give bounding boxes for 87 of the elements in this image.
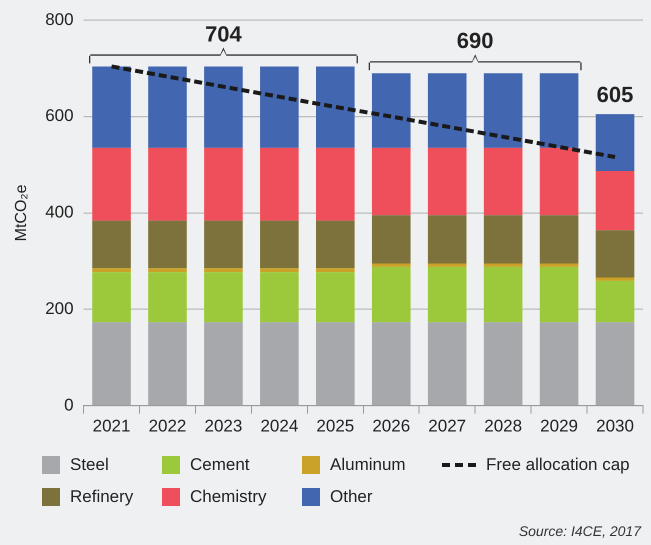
bar bbox=[260, 148, 299, 221]
bar bbox=[484, 322, 522, 405]
y-tick-label: 400 bbox=[45, 202, 74, 222]
x-tick-label: 2026 bbox=[372, 416, 410, 436]
x-tick-label: 2023 bbox=[204, 416, 242, 436]
y-tick-label: 200 bbox=[45, 298, 74, 318]
source-note: Source: I4CE, 2017 bbox=[518, 523, 641, 539]
legend-label: Steel bbox=[70, 455, 109, 475]
bar bbox=[484, 148, 522, 216]
legend-label: Chemistry bbox=[190, 487, 267, 507]
bar bbox=[260, 268, 299, 272]
y-tick-label: 800 bbox=[45, 10, 74, 29]
legend-label: Other bbox=[330, 487, 373, 507]
bar bbox=[540, 215, 578, 264]
bar bbox=[596, 277, 634, 281]
bar bbox=[316, 66, 355, 148]
bar bbox=[148, 66, 187, 148]
bar bbox=[428, 266, 466, 322]
bar bbox=[372, 263, 411, 267]
x-tick-label: 2030 bbox=[596, 416, 634, 436]
bar bbox=[428, 73, 466, 148]
bar bbox=[540, 263, 578, 267]
bar bbox=[260, 66, 299, 148]
x-tick-label: 2027 bbox=[428, 416, 466, 436]
x-tick-label: 2029 bbox=[540, 416, 578, 436]
bar bbox=[92, 322, 131, 405]
x-tick-label: 2025 bbox=[316, 416, 354, 436]
bar bbox=[148, 148, 187, 221]
bar bbox=[260, 322, 299, 405]
bar bbox=[260, 220, 299, 268]
bar bbox=[316, 268, 355, 272]
legend-label: Free allocation cap bbox=[486, 455, 630, 475]
y-axis-title: MtCO₂e bbox=[13, 184, 30, 242]
bar bbox=[204, 268, 243, 272]
y-tick-label: 600 bbox=[45, 106, 74, 126]
x-tick-label: 2028 bbox=[484, 416, 522, 436]
bar bbox=[596, 170, 634, 230]
legend-label: Aluminum bbox=[330, 455, 406, 475]
bar bbox=[92, 268, 131, 272]
bar bbox=[148, 220, 187, 268]
bar bbox=[92, 66, 131, 148]
annotation: 704 bbox=[205, 21, 243, 46]
bar bbox=[428, 263, 466, 267]
annotation: 690 bbox=[456, 28, 494, 54]
bar bbox=[484, 266, 522, 322]
bar bbox=[372, 266, 411, 322]
bar bbox=[540, 148, 578, 216]
legend-label: Cement bbox=[190, 455, 250, 475]
bar bbox=[484, 73, 522, 148]
bar bbox=[484, 263, 522, 267]
bar bbox=[596, 322, 634, 405]
bar bbox=[316, 148, 355, 221]
x-tick-label: 2021 bbox=[92, 416, 130, 436]
bar bbox=[484, 215, 522, 264]
bar bbox=[428, 322, 466, 405]
bar bbox=[316, 272, 355, 322]
bar bbox=[540, 322, 578, 405]
bar bbox=[92, 272, 131, 322]
bar bbox=[148, 268, 187, 272]
x-tick-label: 2022 bbox=[148, 416, 186, 436]
bar bbox=[204, 322, 243, 405]
bar bbox=[596, 280, 634, 322]
bar bbox=[428, 148, 466, 216]
bar bbox=[316, 322, 355, 405]
bar bbox=[204, 66, 243, 148]
bar bbox=[372, 73, 411, 148]
bar bbox=[596, 230, 634, 278]
bar bbox=[92, 148, 131, 221]
bar bbox=[92, 220, 131, 268]
bar bbox=[204, 220, 243, 268]
bar bbox=[204, 148, 243, 221]
bar bbox=[540, 73, 578, 148]
bar bbox=[540, 266, 578, 322]
bar bbox=[148, 272, 187, 322]
bar bbox=[596, 114, 634, 171]
x-tick-label: 2024 bbox=[260, 416, 298, 436]
bar bbox=[428, 215, 466, 264]
bar bbox=[260, 272, 299, 322]
bar bbox=[372, 148, 411, 216]
bar bbox=[372, 215, 411, 264]
bar bbox=[316, 220, 355, 268]
bar bbox=[204, 272, 243, 322]
annotation: 605 bbox=[596, 82, 634, 108]
legend-label: Refinery bbox=[70, 487, 134, 507]
bar bbox=[148, 322, 187, 405]
bar bbox=[372, 322, 411, 405]
y-tick-label: 0 bbox=[64, 395, 74, 414]
